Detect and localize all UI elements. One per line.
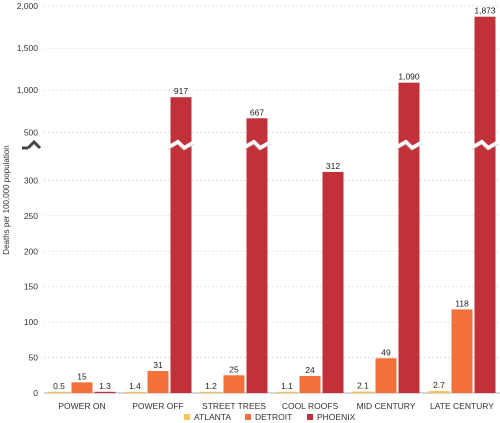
data-label: 1.4 bbox=[129, 381, 141, 391]
data-label: 0.5 bbox=[53, 381, 65, 391]
gridlines bbox=[44, 5, 500, 394]
data-label: 25 bbox=[229, 364, 239, 374]
category-label: LATE CENTURY bbox=[430, 401, 494, 411]
y-tick-label: 200 bbox=[24, 246, 38, 256]
legend-label: DETROIT bbox=[255, 412, 292, 422]
y-axis-title: Deaths per 100,000 population bbox=[2, 145, 11, 254]
bar bbox=[147, 371, 169, 393]
bar bbox=[299, 375, 321, 393]
data-label: 31 bbox=[153, 360, 163, 370]
bar bbox=[170, 97, 192, 393]
data-label: 1.2 bbox=[205, 381, 217, 391]
data-label: 1,873 bbox=[474, 6, 496, 16]
bar bbox=[246, 118, 268, 393]
y-tick-label: 1,000 bbox=[17, 85, 39, 95]
bar bbox=[474, 16, 496, 393]
data-labels: 0.5 15 1.3 1.4 31 917 1.2 25 667 1.1 24 312 2.1 49 1,0… bbox=[53, 6, 496, 391]
data-label: 24 bbox=[305, 365, 315, 375]
category-label: STREET TREES bbox=[202, 401, 266, 411]
legend-label: PHOENIX bbox=[317, 412, 356, 422]
axis-break-markers bbox=[22, 139, 500, 151]
y-tick-label: 50 bbox=[29, 353, 39, 363]
x-axis-categories: POWER ON POWER OFF STREET TREES COOL ROOFS M… bbox=[58, 401, 494, 411]
bars bbox=[48, 16, 496, 393]
y-tick-label: 500 bbox=[24, 127, 38, 137]
bar-break-gap bbox=[470, 139, 500, 151]
bar-break-gap bbox=[166, 139, 196, 151]
data-label: 2.1 bbox=[357, 381, 369, 391]
y-tick-label: 250 bbox=[24, 211, 38, 221]
category-label: COOL ROOFS bbox=[282, 401, 339, 411]
bar bbox=[71, 382, 93, 393]
bar bbox=[428, 391, 450, 393]
bar-break-line bbox=[167, 143, 195, 151]
data-label: 917 bbox=[174, 86, 188, 96]
legend: ATLANTA DETROIT PHOENIX bbox=[184, 412, 356, 422]
data-label: 118 bbox=[455, 298, 469, 308]
data-label: 2.7 bbox=[433, 380, 445, 390]
category-label: POWER ON bbox=[58, 401, 105, 411]
data-label: 15 bbox=[77, 371, 87, 381]
bar-break-gap bbox=[242, 139, 272, 151]
bar bbox=[124, 391, 146, 393]
data-label: 49 bbox=[381, 347, 391, 357]
bar-break-line bbox=[395, 143, 423, 151]
bar bbox=[94, 391, 116, 393]
category-label: MID CENTURY bbox=[357, 401, 416, 411]
y-axis-ticks: 0 50 100 150 200 250 300 500 1,000 1,500 2,000 bbox=[17, 1, 39, 398]
y-tick-label: 300 bbox=[24, 175, 38, 185]
bar bbox=[451, 309, 473, 393]
bar bbox=[398, 82, 420, 393]
bar bbox=[352, 391, 374, 393]
bar bbox=[48, 391, 70, 393]
data-label: 667 bbox=[250, 107, 264, 117]
bar-break-line bbox=[471, 143, 499, 151]
category-label: POWER OFF bbox=[132, 401, 183, 411]
bar bbox=[276, 391, 298, 393]
y-tick-label: 0 bbox=[33, 388, 38, 398]
y-tick-label: 100 bbox=[24, 317, 38, 327]
y-tick-label: 150 bbox=[24, 282, 38, 292]
data-label: 1,090 bbox=[398, 72, 420, 82]
legend-swatch bbox=[245, 414, 251, 420]
y-axis-break-icon bbox=[26, 139, 42, 150]
bar bbox=[223, 375, 245, 393]
bar bbox=[200, 391, 222, 393]
bar-break-line bbox=[243, 143, 271, 151]
bar bbox=[322, 171, 344, 393]
legend-swatch bbox=[307, 414, 313, 420]
bar bbox=[375, 358, 397, 393]
legend-swatch bbox=[184, 414, 190, 420]
legend-label: ATLANTA bbox=[194, 412, 231, 422]
y-tick-label: 1,500 bbox=[17, 43, 39, 53]
data-label: 1.1 bbox=[281, 381, 293, 391]
data-label: 1.3 bbox=[99, 381, 111, 391]
y-tick-label: 2,000 bbox=[17, 1, 39, 11]
bar-break-gap bbox=[394, 139, 424, 151]
data-label: 312 bbox=[326, 161, 340, 171]
